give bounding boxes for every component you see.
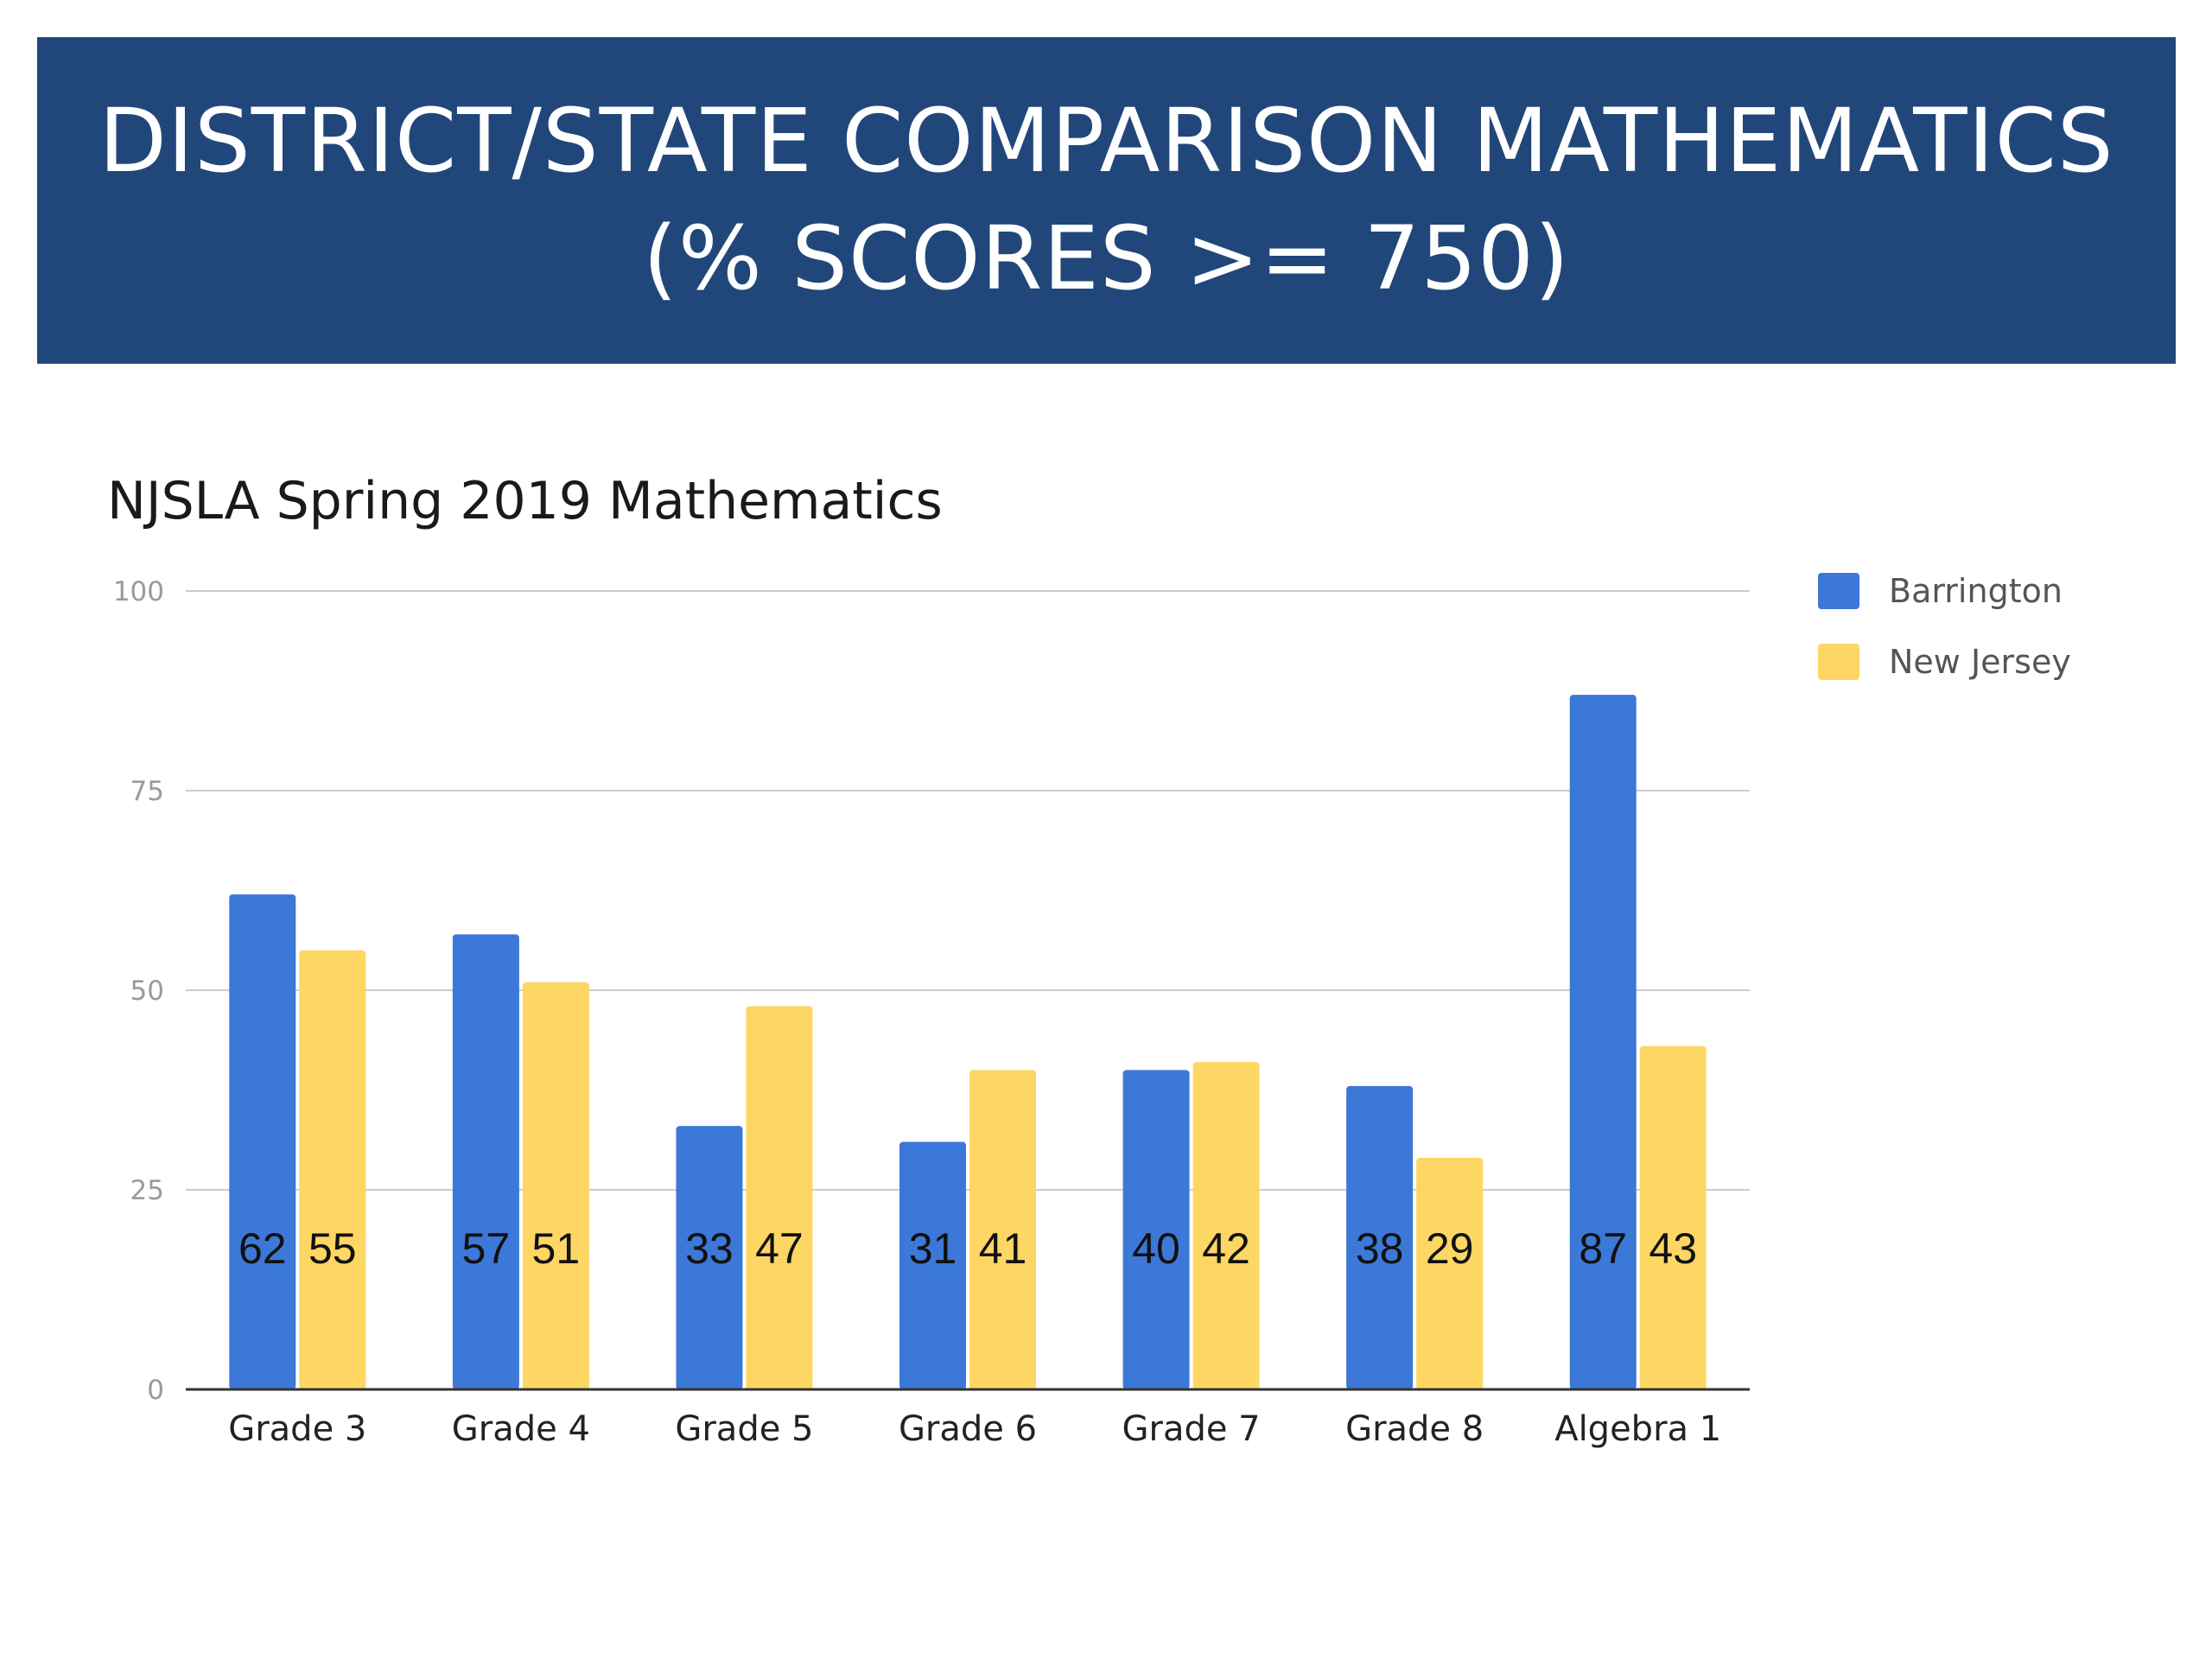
y-tick-label: 0: [147, 1375, 164, 1406]
banner-title-line-2: (% SCORES >= 750): [643, 207, 1570, 310]
data-label: 43: [1649, 1224, 1697, 1273]
legend-swatch: [1818, 644, 1859, 680]
bar-new-jersey: [746, 1006, 813, 1389]
data-label: 38: [1356, 1224, 1404, 1273]
legend-label: Barrington: [1889, 572, 2063, 610]
data-label: 47: [755, 1224, 804, 1273]
x-category-label: Grade 7: [1122, 1409, 1261, 1449]
bar-barrington: [229, 894, 296, 1389]
x-category-label: Grade 6: [899, 1409, 1037, 1449]
data-label: 42: [1202, 1224, 1250, 1273]
bar-new-jersey: [1639, 1046, 1707, 1389]
x-category-label: Algebra 1: [1554, 1409, 1721, 1449]
y-tick-label: 50: [130, 976, 164, 1007]
data-label: 57: [462, 1224, 511, 1273]
title-banner: DISTRICT/STATE COMPARISON MATHEMATICS (%…: [37, 37, 2176, 364]
data-label: 29: [1426, 1224, 1474, 1273]
bar-new-jersey: [299, 950, 366, 1389]
x-category-label: Grade 8: [1345, 1409, 1484, 1449]
bar-barrington: [1346, 1085, 1414, 1389]
bar-barrington: [1122, 1070, 1190, 1389]
bar-new-jersey: [1192, 1062, 1260, 1389]
data-label: 51: [532, 1224, 581, 1273]
legend-label: New Jersey: [1889, 643, 2071, 681]
data-label: 41: [979, 1224, 1027, 1273]
data-label: 87: [1579, 1224, 1627, 1273]
x-category-label: Grade 5: [675, 1409, 813, 1449]
y-tick-label: 25: [130, 1175, 164, 1206]
bar-new-jersey: [522, 982, 589, 1389]
chart-title: NJSLA Spring 2019 Mathematics: [107, 471, 943, 531]
bar-barrington: [899, 1141, 966, 1389]
bar-new-jersey: [969, 1070, 1036, 1389]
bar-barrington: [452, 934, 519, 1389]
bar-barrington: [1569, 695, 1637, 1389]
banner-title-line-1: DISTRICT/STATE COMPARISON MATHEMATICS: [99, 90, 2114, 193]
y-tick-label: 75: [130, 776, 164, 807]
data-label: 55: [308, 1224, 357, 1273]
data-label: 62: [238, 1224, 287, 1273]
bar-barrington: [676, 1126, 743, 1389]
x-category-label: Grade 4: [452, 1409, 590, 1449]
legend-swatch: [1818, 573, 1859, 609]
data-label: 33: [685, 1224, 734, 1273]
y-tick-label: 100: [113, 576, 164, 607]
bar-new-jersey: [1416, 1158, 1484, 1389]
data-label: 31: [909, 1224, 957, 1273]
x-category-label: Grade 3: [228, 1409, 366, 1449]
data-label: 40: [1132, 1224, 1180, 1273]
